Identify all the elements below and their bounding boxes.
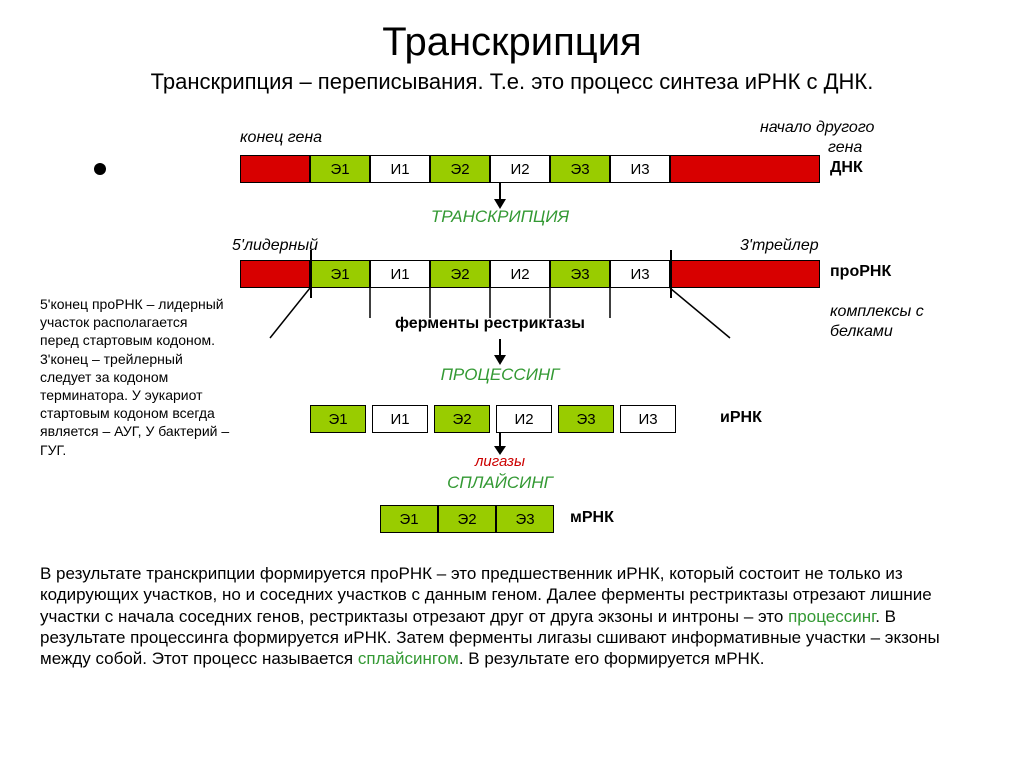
seg3-i3: И3 [620, 405, 676, 433]
label-dnk: ДНК [830, 159, 863, 177]
side-note: 5'конец проРНК – лидерный участок распол… [40, 295, 230, 459]
bullet [94, 163, 106, 175]
label-prornk: проРНК [830, 263, 891, 281]
seg-red-right [670, 155, 740, 183]
stage-splicing: СПЛАЙСИНГ [430, 473, 570, 493]
seg3-e3: Э3 [558, 405, 614, 433]
label-complex2: белками [830, 323, 893, 341]
label-other-gene1: начало другого [760, 119, 874, 137]
label-other-gene2: гена [828, 139, 862, 157]
label-ligases: лигазы [450, 453, 550, 470]
label-3trailer: 3'трейлер [740, 237, 819, 255]
row-irnk: Э1 И1 Э2 И2 Э3 И3 [310, 405, 676, 433]
seg3-e1: Э1 [310, 405, 366, 433]
row-mrnk: Э1 Э2 Э3 [380, 505, 554, 533]
diagram: конец гена начало другого гена ДНК Э1 И1… [40, 115, 984, 555]
seg2-i3: И3 [610, 260, 670, 288]
seg3-i1: И1 [372, 405, 428, 433]
seg3-e2: Э2 [434, 405, 490, 433]
seg-i3: И3 [610, 155, 670, 183]
label-mrnk: мРНК [570, 509, 614, 527]
seg2-i2: И2 [490, 260, 550, 288]
seg2-e3: Э3 [550, 260, 610, 288]
seg2-red-left [240, 260, 310, 288]
page-title: Транскрипция [40, 20, 984, 65]
seg4-e3: Э3 [496, 505, 554, 533]
seg-e3: Э3 [550, 155, 610, 183]
stage-transcription: ТРАНСКРИПЦИЯ [410, 207, 590, 227]
label-complex1: комплексы с [830, 303, 924, 321]
seg-e1: Э1 [310, 155, 370, 183]
arrow-down-2 [480, 339, 520, 367]
label-5leader: 5'лидерный [232, 237, 318, 255]
label-irnk: иРНК [720, 409, 762, 427]
label-restrictases: ферменты рестриктазы [360, 315, 620, 333]
seg2-i1: И1 [370, 260, 430, 288]
seg-e2: Э2 [430, 155, 490, 183]
seg2-e1: Э1 [310, 260, 370, 288]
label-gene-end: конец гена [240, 129, 322, 147]
seg2-red-right [670, 260, 820, 288]
seg4-e1: Э1 [380, 505, 438, 533]
bottom-text: В результате транскрипции формируется пр… [40, 563, 984, 669]
seg-red-right2 [740, 155, 820, 183]
stage-processing: ПРОЦЕССИНГ [420, 365, 580, 385]
seg-red-left [240, 155, 310, 183]
seg4-e2: Э2 [438, 505, 496, 533]
seg-i1: И1 [370, 155, 430, 183]
page-subtitle: Транскрипция – переписывания. Т.е. это п… [40, 69, 984, 95]
row-dnk: Э1 И1 Э2 И2 Э3 И3 [240, 155, 820, 183]
seg3-i2: И2 [496, 405, 552, 433]
seg-i2: И2 [490, 155, 550, 183]
seg2-e2: Э2 [430, 260, 490, 288]
row-prornk: Э1 И1 Э2 И2 Э3 И3 [240, 260, 820, 288]
